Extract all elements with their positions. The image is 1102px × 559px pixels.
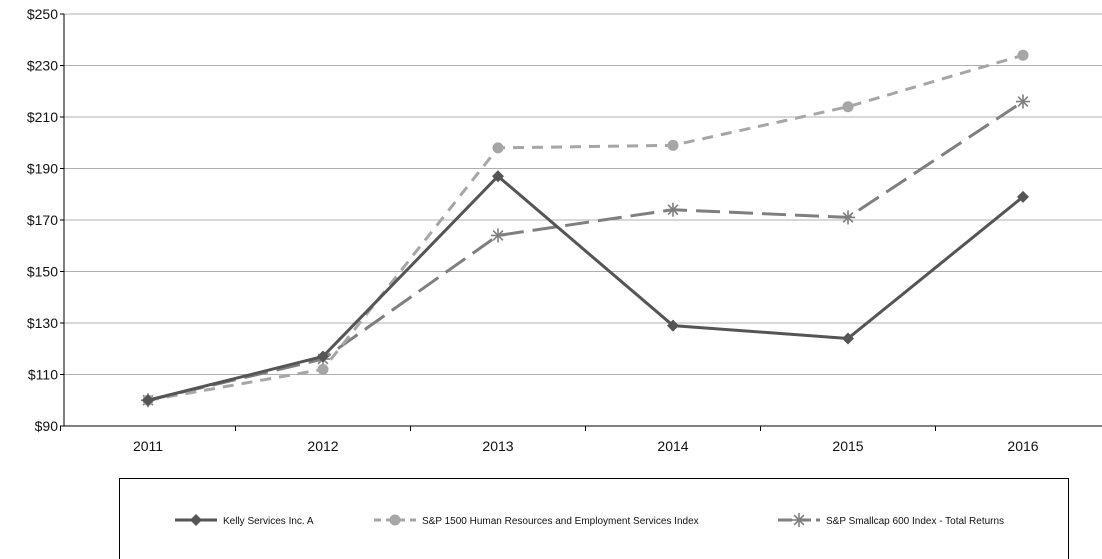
data-point-sandp-1500-human-resources-and-employment-services-index [842,101,854,113]
legend-marker [792,513,806,527]
data-point-kelly-services-inc-a [842,332,854,345]
series-kelly-services-inc-a [142,170,1029,407]
data-point-sandp-smallcap-600-index-total-returns [491,228,505,243]
data-point-sandp-1500-human-resources-and-employment-services-index [1017,49,1029,61]
y-axis-tick-labels: $90 $110 $130 $150 $170 $190 $210 $230 $250 [27,6,58,434]
x-tick-label: 2015 [832,438,863,454]
legend-marker [190,514,202,526]
y-tick-label: $190 [27,161,58,177]
x-tick-label: 2016 [1007,438,1038,454]
x-tick-label: 2014 [657,438,688,454]
gridlines [64,13,1102,375]
data-point-kelly-services-inc-a [317,350,329,363]
legend: Kelly Services Inc. A S&P 1500 Human Reso… [119,478,1069,559]
series-line-kelly-services-inc-a [147,174,1024,402]
y-tick-label: $150 [27,264,58,280]
legend-label: Kelly Services Inc. A [223,516,314,527]
data-point-sandp-1500-human-resources-and-employment-services-index [667,139,679,151]
legend-box [119,478,1069,559]
legend-marker [389,514,401,526]
x-tick-label: 2011 [133,438,163,454]
y-tick-label: $250 [27,6,58,22]
series-line-sandp-smallcap-600-index-total-returns [147,100,1024,402]
data-point-sandp-smallcap-600-index-total-returns [841,210,855,225]
y-tick-label: $90 [35,418,59,434]
data-point-kelly-services-inc-a [667,319,679,332]
x-tick-label: 2012 [307,438,338,454]
data-point-kelly-services-inc-a [492,170,504,183]
legend-entry-kelly-services-inc-a: Kelly Services Inc. A [175,514,314,527]
data-point-kelly-services-inc-a [1017,190,1029,203]
data-point-sandp-1500-human-resources-and-employment-services-index [317,363,329,375]
legend-entry-sandp-1500-human-resources-and-employment-services-index: S&P 1500 Human Resources and Employment … [374,514,699,527]
x-tick-label: 2013 [482,438,513,454]
data-point-sandp-1500-human-resources-and-employment-services-index [492,142,504,154]
series-sandp-1500-human-resources-and-employment-services-index [142,49,1029,406]
data-point-kelly-services-inc-a [142,394,154,407]
data-point-sandp-smallcap-600-index-total-returns [1016,94,1030,109]
y-tick-label: $130 [27,315,58,331]
x-axis-tick-labels: 2011 2012 2013 2014 2015 2016 [133,438,1039,454]
axes [60,13,1102,431]
legend-label: S&P 1500 Human Resources and Employment … [422,516,699,527]
y-tick-label: $210 [27,109,58,125]
y-tick-label: $110 [28,367,58,383]
series-line-sandp-1500-human-resources-and-employment-services-index [147,53,1024,402]
series-group [141,49,1030,408]
legend-label: S&P Smallcap 600 Index - Total Returns [826,516,1004,527]
data-point-sandp-smallcap-600-index-total-returns [666,202,680,217]
y-tick-label: $170 [27,212,58,228]
y-tick-label: $230 [27,58,58,74]
legend-entry-sandp-smallcap-600-index-total-returns: S&P Smallcap 600 Index - Total Returns [778,513,1004,527]
